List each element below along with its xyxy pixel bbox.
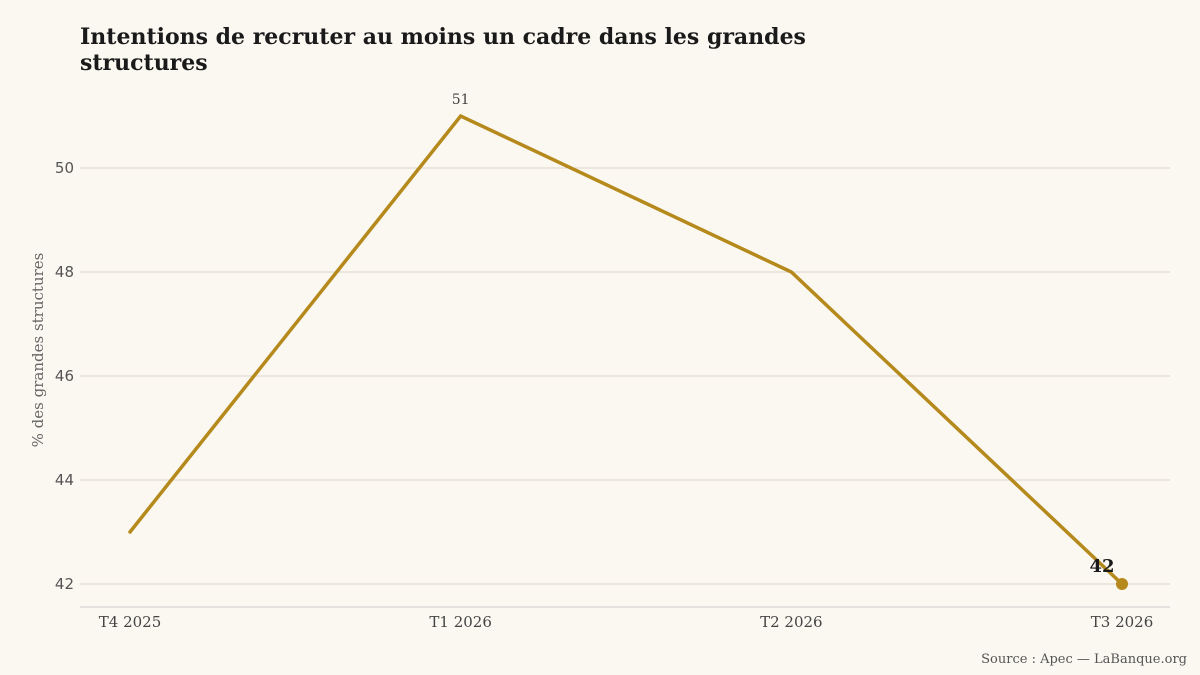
data-label: 51 xyxy=(452,92,470,108)
y-tick-label: 44 xyxy=(55,471,74,489)
chart-title: Intentions de recruter au moins un cadre… xyxy=(80,24,806,76)
data-label: 42 xyxy=(1089,556,1114,577)
x-tick-label: T2 2026 xyxy=(760,613,823,631)
y-tick-label: 42 xyxy=(55,575,74,593)
y-axis-title: % des grandes structures xyxy=(29,253,47,448)
y-tick-label: 50 xyxy=(55,159,74,177)
x-tick-label: T3 2026 xyxy=(1091,613,1154,631)
series-line xyxy=(128,113,1124,586)
y-tick-label: 46 xyxy=(55,367,74,385)
source-note: Source : Apec — LaBanque.org xyxy=(981,652,1187,667)
data-point-marker xyxy=(1116,578,1128,590)
y-tick-label: 48 xyxy=(55,263,74,281)
x-tick-label: T1 2026 xyxy=(429,613,492,631)
x-tick-label: T4 2025 xyxy=(99,613,162,631)
